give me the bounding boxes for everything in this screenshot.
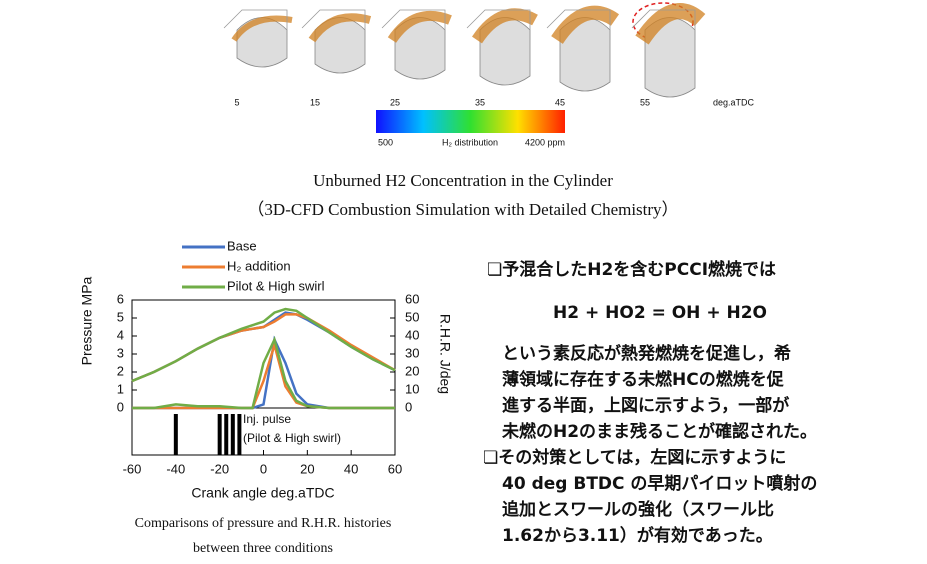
legend-label: H₂ addition [227,258,291,273]
angle-unit: deg.aTDC [713,97,755,107]
note-line: 薄領域に存在する未燃HCの燃焼を促 [502,369,784,390]
equation: H2 + HO2 = OH + H2O [553,303,767,323]
y-tick-label: 3 [117,345,124,360]
y2-tick-label: 60 [405,291,419,306]
injection-pulse [174,414,178,455]
angle-label: 15 [310,97,320,107]
pressure-line [132,309,395,381]
x-tick-label: -40 [166,461,185,476]
note-line: という素反応が熱発燃焼を促進し，希 [502,343,791,364]
injection-pulse [224,414,228,455]
x-tick-label: 0 [260,461,267,476]
note-line: 未燃のH2のまま残ることが確認された。 [501,421,817,442]
y2-axis-label: R.H.R. J/deg [437,314,453,394]
angle-label: 25 [390,97,400,107]
colorbar [376,110,565,133]
injection-pulse [231,414,235,455]
x-tick-label: 40 [344,461,358,476]
plot-frame [132,300,395,408]
y2-tick-label: 10 [405,381,419,396]
angle-label: 55 [640,97,650,107]
colorbar-min: 500 [378,137,393,147]
y-tick-label: 4 [117,327,124,342]
x-tick-label: 60 [388,461,402,476]
pulse-label: (Pilot & High swirl) [243,431,341,445]
figure-caption: （3D-CFD Combustion Simulation with Detai… [247,200,678,219]
colorbar-label: H₂ distribution [442,137,498,147]
note-line: 1.62から3.11）が有効であった。 [502,525,773,546]
y-tick-label: 2 [117,363,124,378]
y2-tick-label: 30 [405,345,419,360]
slide: 500 H₂ distribution 4200 ppm deg.aTDC Un… [0,0,927,564]
y-axis-label: Pressure MPa [79,276,95,365]
angle-label: 35 [475,97,485,107]
injection-pulse [237,414,241,455]
x-tick-label: 20 [300,461,314,476]
note-line: 追加とスワールの強化（スワール比 [502,499,774,520]
x-tick-label: -60 [123,461,142,476]
y2-tick-label: 0 [405,399,412,414]
y-tick-label: 0 [117,399,124,414]
note-line: 進する半面，上図に示すよう，一部が [502,395,789,416]
pressure-line [132,314,395,381]
bullet: ❏予混合したH2を含むPCCI燃焼では [487,259,776,280]
bullet: ❏その対策としては，左図に示すように [483,447,786,468]
y2-tick-label: 40 [405,327,419,342]
x-axis-label: Crank angle deg.aTDC [191,485,334,501]
injection-pulse [218,414,222,455]
colorbar-max: 4200 ppm [525,137,565,147]
chart-caption: between three conditions [193,541,333,556]
x-tick-label: -20 [210,461,229,476]
chart-caption: Comparisons of pressure and R.H.R. histo… [135,516,392,531]
angle-label: 5 [234,97,239,107]
figure-caption: Unburned H2 Concentration in the Cylinde… [313,171,613,190]
angle-label: 45 [555,97,565,107]
y-tick-label: 1 [117,381,124,396]
y-tick-label: 6 [117,291,124,306]
y2-tick-label: 50 [405,309,419,324]
y-tick-label: 5 [117,309,124,324]
y2-tick-label: 20 [405,363,419,378]
legend-label: Pilot & High swirl [227,278,325,293]
note-line: 40 deg BTDC の早期パイロット噴射の [502,473,817,494]
pulse-label: Inj. pulse [243,412,291,426]
legend-label: Base [227,238,257,253]
